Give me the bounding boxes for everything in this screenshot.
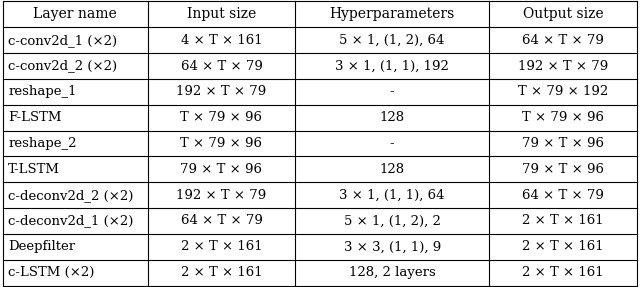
Text: 128: 128 [380, 163, 404, 176]
Text: c-deconv2d_1 (×2): c-deconv2d_1 (×2) [8, 214, 134, 228]
Text: reshape_1: reshape_1 [8, 85, 77, 98]
Text: Output size: Output size [523, 7, 603, 21]
Text: -: - [390, 85, 394, 98]
Text: 64 × T × 79: 64 × T × 79 [180, 214, 262, 228]
Text: 2 × T × 161: 2 × T × 161 [522, 266, 604, 279]
Text: 2 × T × 161: 2 × T × 161 [522, 240, 604, 253]
Text: Layer name: Layer name [33, 7, 117, 21]
Text: 128, 2 layers: 128, 2 layers [349, 266, 436, 279]
Text: 192 × T × 79: 192 × T × 79 [176, 85, 267, 98]
Text: T × 79 × 96: T × 79 × 96 [180, 111, 262, 124]
Text: 79 × T × 96: 79 × T × 96 [522, 137, 604, 150]
Text: 128: 128 [380, 111, 404, 124]
Text: 64 × T × 79: 64 × T × 79 [522, 189, 604, 202]
Text: T × 79 × 192: T × 79 × 192 [518, 85, 608, 98]
Text: 5 × 1, (1, 2), 64: 5 × 1, (1, 2), 64 [339, 34, 445, 47]
Text: 79 × T × 96: 79 × T × 96 [180, 163, 262, 176]
Text: 3 × 1, (1, 1), 192: 3 × 1, (1, 1), 192 [335, 59, 449, 73]
Text: c-LSTM (×2): c-LSTM (×2) [8, 266, 95, 279]
Text: 192 × T × 79: 192 × T × 79 [176, 189, 267, 202]
Text: 2 × T × 161: 2 × T × 161 [522, 214, 604, 228]
Text: 3 × 3, (1, 1), 9: 3 × 3, (1, 1), 9 [344, 240, 441, 253]
Text: T-LSTM: T-LSTM [8, 163, 60, 176]
Text: 4 × T × 161: 4 × T × 161 [180, 34, 262, 47]
Text: 2 × T × 161: 2 × T × 161 [180, 240, 262, 253]
Text: 64 × T × 79: 64 × T × 79 [180, 59, 262, 73]
Text: 192 × T × 79: 192 × T × 79 [518, 59, 608, 73]
Text: reshape_2: reshape_2 [8, 137, 77, 150]
Text: Input size: Input size [187, 7, 256, 21]
Text: -: - [390, 137, 394, 150]
Text: c-deconv2d_2 (×2): c-deconv2d_2 (×2) [8, 189, 134, 202]
Text: c-conv2d_1 (×2): c-conv2d_1 (×2) [8, 34, 118, 47]
Text: 64 × T × 79: 64 × T × 79 [522, 34, 604, 47]
Text: T × 79 × 96: T × 79 × 96 [522, 111, 604, 124]
Text: 5 × 1, (1, 2), 2: 5 × 1, (1, 2), 2 [344, 214, 440, 228]
Text: 3 × 1, (1, 1), 64: 3 × 1, (1, 1), 64 [339, 189, 445, 202]
Text: F-LSTM: F-LSTM [8, 111, 62, 124]
Text: c-conv2d_2 (×2): c-conv2d_2 (×2) [8, 59, 118, 73]
Text: T × 79 × 96: T × 79 × 96 [180, 137, 262, 150]
Text: Deepfilter: Deepfilter [8, 240, 76, 253]
Text: Hyperparameters: Hyperparameters [330, 7, 455, 21]
Text: 79 × T × 96: 79 × T × 96 [522, 163, 604, 176]
Text: 2 × T × 161: 2 × T × 161 [180, 266, 262, 279]
